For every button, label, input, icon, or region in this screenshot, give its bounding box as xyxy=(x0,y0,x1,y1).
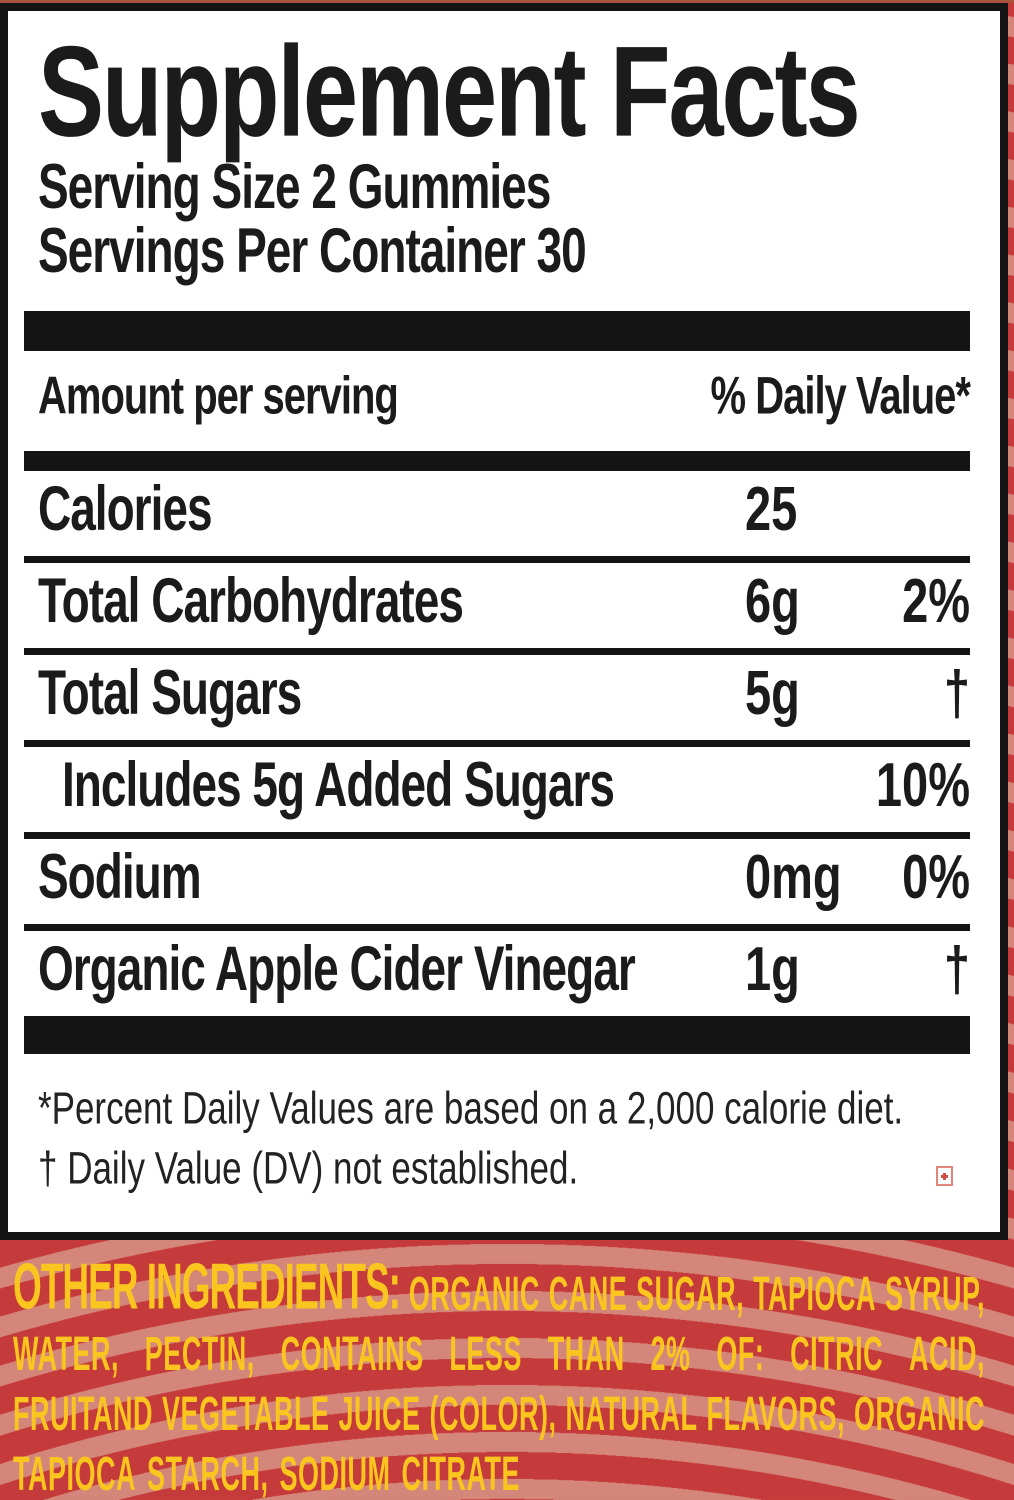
nutrient-row-sodium: Sodium 0mg 0% xyxy=(38,839,970,924)
amount-per-serving-header: Amount per serving xyxy=(38,367,399,426)
ingredient-word: ORGANIC xyxy=(408,1266,540,1321)
ingredient-word: FRUITAND xyxy=(13,1386,153,1441)
ingredients-line-2: WATER, PECTIN, CONTAINS LESS THAN 2% OF: CITRIC… xyxy=(13,1319,985,1379)
serving-size-line: Serving Size 2 Gummies xyxy=(38,149,970,222)
nutrient-daily-value: † xyxy=(943,657,970,728)
ingredients-line-1: OTHER INGREDIENTS: ORGANIC CANE SUGAR, TAPI… xyxy=(13,1243,985,1319)
nutrient-amount: 1g xyxy=(745,933,800,1004)
ingredient-word: THAN xyxy=(547,1326,625,1381)
nutrient-amount: 6g xyxy=(745,565,800,636)
page-title: Supplement Facts xyxy=(38,18,861,163)
nutrient-name: Organic Apple Cider Vinegar xyxy=(38,931,636,1004)
nutrient-name: Sodium xyxy=(38,839,202,912)
other-ingredients-section: OTHER INGREDIENTS: ORGANIC CANE SUGAR, TAPI… xyxy=(13,1243,985,1499)
nutrient-name: Total Carbohydrates xyxy=(38,563,464,636)
ingredient-word: STARCH, xyxy=(147,1446,269,1500)
nutrient-amount: 25 xyxy=(745,473,798,544)
nutrient-daily-value: 10% xyxy=(875,749,970,820)
footnote-percent-dv: *Percent Daily Values are based on a 2,0… xyxy=(38,1083,904,1135)
nutrient-name: Includes 5g Added Sugars xyxy=(62,747,615,820)
separator-bar-header xyxy=(24,451,970,471)
ingredient-word: WATER, xyxy=(13,1326,119,1381)
ingredient-word: TAPIOCA xyxy=(753,1266,877,1321)
servings-per-container-text: Servings Per Container 30 xyxy=(38,213,587,286)
serving-size-text: Serving Size 2 Gummies xyxy=(38,149,551,222)
ingredient-word: CITRIC xyxy=(790,1326,884,1381)
nutrient-row-calories: Calories 25 xyxy=(38,471,970,556)
ingredient-word: CONTAINS xyxy=(280,1326,424,1381)
nutrient-row-total-carbohydrates: Total Carbohydrates 6g 2% xyxy=(38,563,970,648)
nutrient-name: Total Sugars xyxy=(38,655,302,728)
ingredient-word: (COLOR), xyxy=(429,1386,557,1441)
other-ingredients-heading: OTHER INGREDIENTS: xyxy=(13,1250,401,1323)
footnote-dv-not-established: † Daily Value (DV) not established. xyxy=(38,1143,579,1195)
separator-bar-top xyxy=(24,311,970,351)
servings-per-container-line: Servings Per Container 30 xyxy=(38,213,970,286)
top-trim-strip xyxy=(0,0,1014,3)
broken-image-icon xyxy=(936,1166,953,1186)
separator-bar-bottom xyxy=(24,1016,970,1054)
row-divider xyxy=(24,740,970,747)
row-divider xyxy=(24,832,970,839)
ingredient-word: ORGANIC xyxy=(854,1386,985,1441)
ingredient-word: LESS xyxy=(449,1326,522,1381)
column-header-row: Amount per serving % Daily Value* xyxy=(38,351,971,451)
ingredients-line-3: FRUITAND VEGETABLE JUICE (COLOR), NATURAL FLA… xyxy=(13,1379,985,1439)
ingredient-word: JUICE xyxy=(338,1386,421,1441)
nutrient-daily-value: 2% xyxy=(902,565,970,636)
nutrient-name: Calories xyxy=(38,471,213,544)
nutrient-row-total-sugars: Total Sugars 5g † xyxy=(38,655,970,740)
ingredient-word: TAPIOCA xyxy=(13,1446,136,1500)
nutrient-row-apple-cider-vinegar: Organic Apple Cider Vinegar 1g † xyxy=(38,931,970,1016)
daily-value-header: % Daily Value* xyxy=(710,367,971,426)
ingredient-word: PECTIN, xyxy=(144,1326,255,1381)
footnote-line: *Percent Daily Values are based on a 2,0… xyxy=(38,1068,970,1135)
nutrient-amount: 0mg xyxy=(745,841,842,912)
ingredient-word: SUGAR, xyxy=(636,1266,745,1321)
nutrient-daily-value: † xyxy=(943,933,970,1004)
footnote-line: † Daily Value (DV) not established. xyxy=(38,1130,970,1195)
ingredient-word: VEGETABLE xyxy=(161,1386,330,1441)
row-divider xyxy=(24,648,970,655)
footnotes: *Percent Daily Values are based on a 2,0… xyxy=(38,1068,970,1195)
title-block: Supplement Facts xyxy=(38,26,970,155)
ingredient-word: 2% xyxy=(650,1326,691,1381)
supplement-facts-panel: Supplement Facts Serving Size 2 Gummies … xyxy=(0,3,1008,1240)
ingredient-word: SODIUM xyxy=(279,1446,391,1500)
nutrient-daily-value: 0% xyxy=(902,841,970,912)
ingredients-line-4: TAPIOCA STARCH, SODIUM CITRATE xyxy=(13,1439,985,1499)
ingredient-word: SYRUP, xyxy=(884,1266,985,1321)
ingredient-word: CITRATE xyxy=(401,1446,520,1500)
nutrient-amount: 5g xyxy=(745,657,800,728)
ingredient-word: FLAVORS, xyxy=(706,1386,845,1441)
ingredient-word: NATURAL xyxy=(565,1386,698,1441)
ingredient-word: ACID, xyxy=(908,1326,985,1381)
nutrient-row-added-sugars: Includes 5g Added Sugars 10% xyxy=(38,747,970,832)
row-divider xyxy=(24,556,970,563)
row-divider xyxy=(24,924,970,931)
ingredient-word: OF: xyxy=(716,1326,765,1381)
ingredient-word: CANE xyxy=(548,1266,628,1321)
